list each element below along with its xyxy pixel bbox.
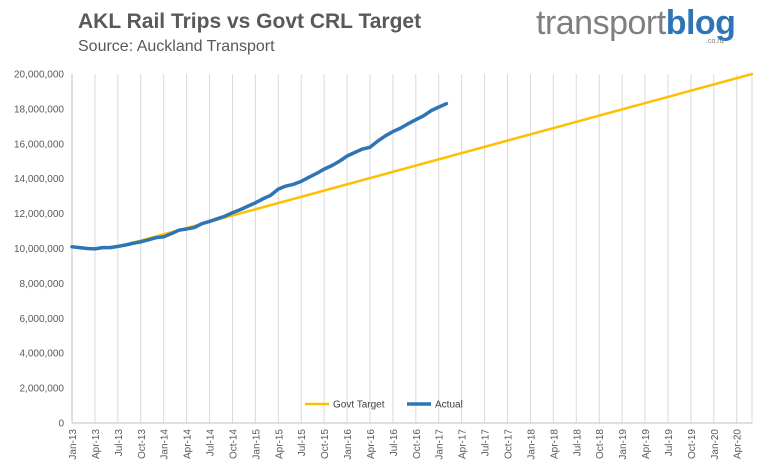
y-tick-label: 18,000,000 (14, 104, 64, 115)
transportblog-logo: transportblog (536, 4, 736, 43)
x-tick-label: Jan-16 (343, 429, 354, 460)
x-tick-label: Apr-18 (549, 429, 560, 459)
y-tick-label: 2,000,000 (20, 384, 65, 395)
x-tick-label: Apr-20 (733, 429, 744, 459)
x-tick-label: Oct-19 (687, 429, 698, 459)
x-tick-label: Jul-19 (664, 429, 675, 457)
x-tick-label: Apr-16 (366, 429, 377, 459)
y-tick-label: 12,000,000 (14, 209, 64, 220)
logo-part-blog: blog (665, 4, 736, 42)
y-axis-ticks: 0 2,000,000 4,000,000 6,000,000 8,000,000 10,… (14, 70, 65, 430)
chart-axes (71, 74, 752, 424)
y-tick-label: 8,000,000 (20, 279, 65, 290)
x-tick-label: Apr-15 (274, 429, 285, 459)
x-tick-label: Jan-17 (435, 429, 446, 460)
logo-suffix: .co.nz (706, 38, 725, 45)
y-tick-label: 0 (58, 419, 64, 430)
x-tick-label: Jan-19 (618, 429, 629, 460)
logo-part-transport: transport (536, 4, 666, 42)
x-tick-label: Apr-14 (183, 429, 194, 459)
y-tick-label: 14,000,000 (14, 174, 64, 185)
x-tick-label: Jul-18 (572, 429, 583, 457)
x-tick-label: Jan-14 (160, 429, 171, 460)
x-tick-label: Oct-18 (595, 429, 606, 459)
x-tick-label: Jul-16 (389, 429, 400, 457)
x-tick-label: Jul-17 (481, 429, 492, 457)
x-tick-label: Oct-15 (320, 429, 331, 459)
x-tick-label: Jan-18 (526, 429, 537, 460)
x-tick-label: Jul-15 (297, 429, 308, 457)
chart-subtitle: Source: Auckland Transport (78, 38, 275, 55)
x-tick-label: Oct-16 (412, 429, 423, 459)
x-tick-label: Jan-13 (68, 429, 79, 460)
y-tick-label: 20,000,000 (14, 70, 64, 81)
y-tick-label: 6,000,000 (20, 314, 65, 325)
chart-title: AKL Rail Trips vs Govt CRL Target (78, 10, 422, 33)
x-tick-label: Jul-14 (206, 429, 217, 457)
x-tick-label: Apr-17 (458, 429, 469, 459)
x-tick-label: Jan-15 (251, 429, 262, 460)
x-axis-ticks: Jan-13 Apr-13 Jul-13 Oct-13 Jan-14 Apr-14 Jul-… (68, 429, 744, 460)
chart-legend: Govt Target Actual (305, 400, 463, 411)
x-tick-label: Oct-14 (228, 429, 239, 459)
x-tick-label: Jan-20 (710, 429, 721, 460)
x-tick-label: Oct-17 (504, 429, 515, 459)
legend-label: Govt Target (333, 400, 385, 411)
y-tick-label: 10,000,000 (14, 244, 64, 255)
y-tick-label: 4,000,000 (20, 349, 65, 360)
x-tick-label: Apr-13 (91, 429, 102, 459)
x-tick-label: Apr-19 (641, 429, 652, 459)
chart-grid (71, 74, 753, 423)
x-tick-label: Oct-13 (137, 429, 148, 459)
x-tick-label: Jul-13 (114, 429, 125, 457)
chart-series (70, 72, 754, 251)
series-line-actual (70, 101, 449, 251)
y-tick-label: 16,000,000 (14, 139, 64, 150)
legend-label: Actual (435, 400, 463, 411)
